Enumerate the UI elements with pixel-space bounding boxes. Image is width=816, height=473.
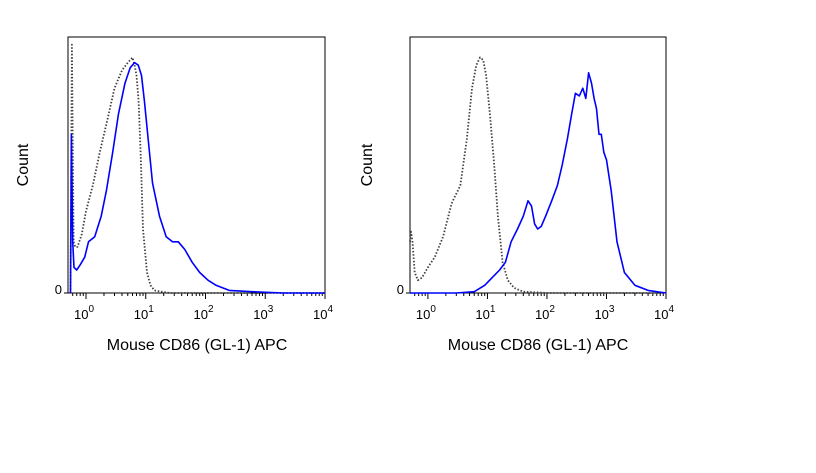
plot-frame xyxy=(67,36,326,294)
stained-histogram-line xyxy=(69,61,325,294)
y-tick-label: 0 xyxy=(55,282,62,297)
x-tick-label: 104 xyxy=(313,304,333,322)
x-axis-label: Mouse CD86 (GL-1) APC xyxy=(448,337,629,354)
histogram-panel-1: Count Mouse CD86 (GL-1) APC 0 100 101 102 1… xyxy=(15,36,333,354)
x-tick-label: 100 xyxy=(74,304,94,322)
y-ticks: 0 xyxy=(55,282,68,297)
series-group xyxy=(409,56,667,294)
x-tick-label: 101 xyxy=(134,304,154,322)
histogram-panel-2: Count Mouse CD86 (GL-1) APC 0 100 101 102 1… xyxy=(359,36,674,354)
y-axis-label: Count xyxy=(15,143,32,186)
x-tick-label: 102 xyxy=(193,304,213,322)
y-ticks: 0 xyxy=(397,282,410,297)
y-tick-label: 0 xyxy=(397,282,404,297)
plot-frame xyxy=(409,36,667,294)
y-axis-label: Count xyxy=(359,143,376,186)
x-tick-label: 102 xyxy=(535,304,555,322)
x-ticks: 100 101 102 103 104 xyxy=(72,293,333,322)
control-histogram-line xyxy=(69,43,325,294)
x-tick-label: 101 xyxy=(475,304,495,322)
x-tick-label: 103 xyxy=(594,304,614,322)
x-tick-label: 103 xyxy=(253,304,273,322)
x-ticks: 100 101 102 103 104 xyxy=(414,293,674,322)
series-group xyxy=(69,43,325,294)
stained-histogram-line xyxy=(410,72,667,294)
x-axis-label: Mouse CD86 (GL-1) APC xyxy=(107,337,288,354)
x-tick-label: 100 xyxy=(416,304,436,322)
x-tick-label: 104 xyxy=(654,304,674,322)
